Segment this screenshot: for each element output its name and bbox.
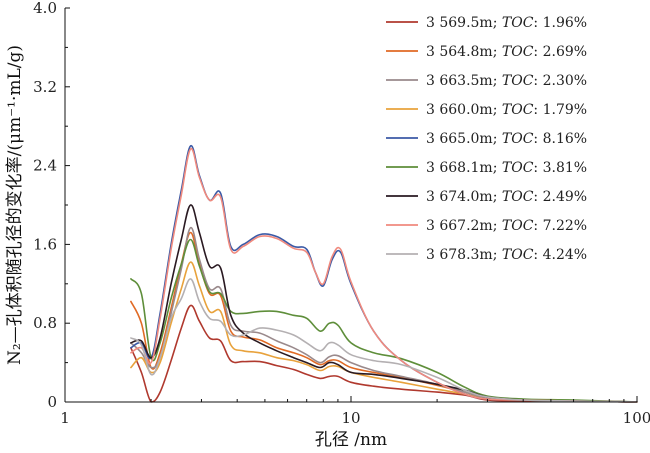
y-tick-label: 3.2 — [33, 78, 57, 96]
y-tick-label: 0 — [47, 393, 57, 411]
series-line-7 — [130, 204, 638, 403]
legend-entry: 3 667.2m; TOC: 7.22% — [426, 218, 587, 234]
legend-entry: 3 660.0m; TOC: 1.79% — [426, 102, 587, 118]
legend-entry: 3 668.1m; TOC: 3.81% — [426, 160, 587, 176]
y-ticks: 0 0.8 1.6 2.4 3.2 4.0 — [33, 0, 70, 411]
y-tick-label: 1.6 — [33, 235, 57, 253]
x-axis-title: 孔径 /nm — [315, 430, 387, 450]
series-layer — [130, 145, 638, 403]
y-tick-label: 2.4 — [33, 157, 57, 175]
y-tick-label: 4.0 — [33, 0, 57, 17]
y-tick-label: 0.8 — [33, 314, 57, 332]
x-tick-label: 100 — [623, 409, 650, 427]
legend-entry: 3 674.0m; TOC: 2.49% — [426, 189, 587, 205]
x-tick-label: 1 — [60, 409, 70, 427]
y-axis-title: N₂—孔体积随孔径的变化率/(μm⁻¹·mL/g) — [5, 45, 25, 365]
legend-entry: 3 663.5m; TOC: 2.30% — [426, 73, 587, 89]
series-line-9 — [130, 278, 638, 403]
series-line-5 — [130, 145, 638, 403]
legend-entry: 3 564.8m; TOC: 2.69% — [426, 44, 587, 60]
legend-entry: 3 665.0m; TOC: 8.16% — [426, 131, 587, 147]
x-ticks: 1 10 100 — [60, 396, 650, 427]
series-line-4 — [130, 261, 638, 403]
series-line-6 — [130, 238, 638, 403]
series-line-8 — [130, 148, 638, 403]
series-line-3 — [130, 226, 638, 403]
legend: 3 569.5m; TOC: 1.96% 3 564.8m; TOC: 2.69%… — [386, 15, 587, 263]
x-tick-label: 10 — [341, 409, 360, 427]
legend-entry: 3 678.3m; TOC: 4.24% — [426, 247, 587, 263]
legend-entry: 3 569.5m; TOC: 1.96% — [426, 15, 587, 31]
series-line-1 — [130, 304, 638, 403]
